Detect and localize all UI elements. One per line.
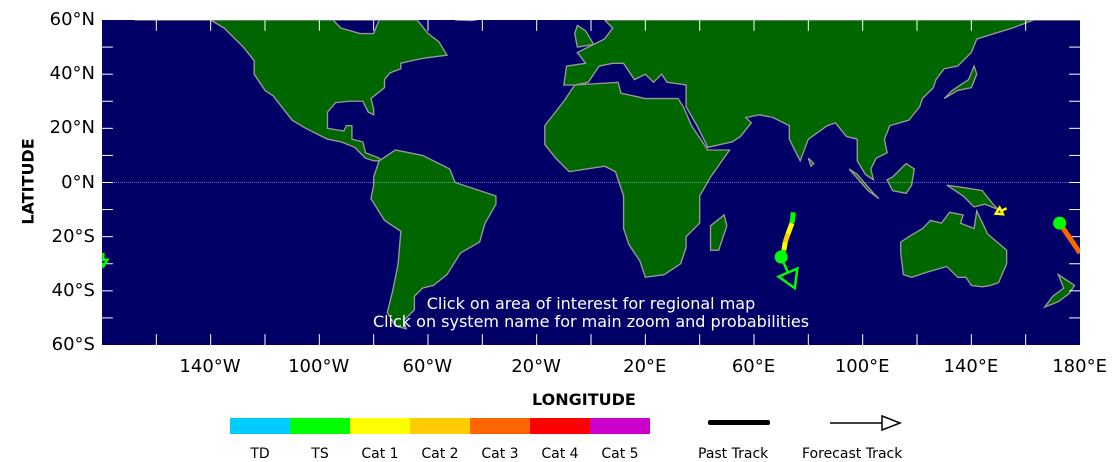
lon-tick-label: 100°E: [834, 356, 890, 377]
madagascar: [709, 213, 728, 251]
storm-system[interactable]: [1053, 216, 1080, 253]
legend-swatch-ts: [290, 418, 350, 434]
lon-tick-label: 20°E: [623, 356, 667, 377]
north-america: [134, 20, 449, 162]
map-canvas[interactable]: [102, 20, 1080, 345]
legend-swatch-td: [230, 418, 290, 434]
new-guinea: [946, 184, 999, 211]
legend-label: Cat 2: [421, 446, 459, 462]
instruction-line-1: Click on area of interest for regional m…: [426, 294, 756, 313]
japan: [943, 64, 978, 100]
storm-system[interactable]: [996, 208, 1007, 215]
legend-label: TD: [250, 446, 270, 462]
australia: [900, 208, 1008, 288]
forecast-arrow: [779, 268, 798, 288]
instruction-line-2: Click on system name for main zoom and p…: [372, 312, 810, 331]
map-ticks: [102, 20, 1080, 345]
lat-tick-label: 20°N: [49, 117, 95, 139]
past-track-segment: [784, 242, 785, 250]
lat-tick-label: 20°S: [51, 225, 95, 247]
sri-lanka: [807, 157, 815, 168]
legend-label: Cat 5: [601, 446, 639, 462]
greenland: [455, 20, 477, 22]
lon-tick-label: 180°E: [1052, 356, 1107, 377]
y-axis-title: LATITUDE: [18, 138, 38, 225]
forecast-arrow-icon: [830, 414, 903, 432]
lat-tick-label: 40°S: [51, 279, 95, 301]
south-america: [370, 149, 497, 330]
past-track-segment: [788, 223, 792, 234]
past-track-segment: [785, 234, 788, 242]
lon-tick-label: 60°E: [731, 356, 776, 377]
legend-swatch-cat-3: [470, 418, 530, 434]
past-track-label: Past Track: [698, 446, 769, 462]
legend-label: Cat 4: [541, 446, 579, 462]
world-map[interactable]: Click on area of interest for regional m…: [102, 20, 1080, 345]
lat-tick-label: 0°N: [61, 171, 95, 193]
hudson-bay: [331, 20, 380, 35]
legend-swatch-cat-1: [350, 418, 410, 434]
great-britain: [573, 24, 595, 48]
eurasia: [563, 20, 1080, 182]
land: [134, 20, 1080, 330]
legend-label: TS: [311, 446, 329, 462]
lon-tick-label: 140°W: [179, 356, 241, 377]
sumatra: [848, 168, 880, 200]
past-track-symbol: [708, 420, 770, 425]
storm-system[interactable]: [102, 253, 107, 267]
legend-label: Cat 3: [481, 446, 519, 462]
lon-tick-label: 60°W: [402, 356, 453, 377]
legend-swatch-cat-5: [590, 418, 650, 434]
x-axis-title: LONGITUDE: [532, 390, 636, 409]
lon-tick-label: 20°W: [511, 356, 561, 377]
lon-tick-label: 100°W: [288, 356, 350, 377]
forecast-arrow: [996, 208, 1003, 215]
borneo: [886, 162, 916, 195]
past-track-segment: [792, 212, 793, 223]
lon-tick-label: 140°E: [943, 356, 999, 377]
forecast-track-label: Forecast Track: [802, 446, 903, 462]
storm-current-position[interactable]: [1053, 216, 1067, 230]
legend-swatch-cat-2: [410, 418, 470, 434]
legend-swatch-cat-4: [530, 418, 590, 434]
forecast-arrow: [102, 260, 107, 267]
storm-tracks[interactable]: [102, 208, 1080, 288]
lat-tick-label: 40°N: [49, 63, 95, 85]
storm-current-position[interactable]: [774, 250, 788, 264]
lat-tick-label: 60°S: [51, 334, 95, 356]
legend-label: Cat 1: [361, 446, 399, 462]
new-zealand: [1042, 272, 1076, 309]
storm-system[interactable]: [775, 212, 798, 288]
africa: [544, 81, 731, 279]
lat-tick-label: 60°N: [49, 9, 95, 30]
